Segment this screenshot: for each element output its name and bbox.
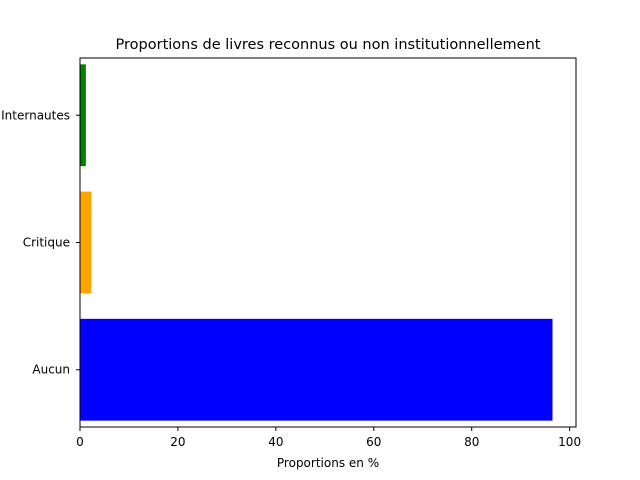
bar-critique: [80, 191, 92, 294]
y-axis: Aucun Critique Internautes: [1, 108, 80, 377]
x-tick-label: 20: [170, 435, 185, 449]
bar-aucun: [80, 318, 553, 421]
y-tick-label: Internautes: [1, 108, 70, 122]
x-tick-label: 80: [464, 435, 479, 449]
x-axis: 0 20 40 60 80 100: [76, 427, 581, 449]
y-tick-label: Critique: [23, 236, 70, 250]
x-tick-label: 100: [558, 435, 581, 449]
x-tick-label: 0: [76, 435, 84, 449]
x-axis-label: Proportions en %: [277, 456, 379, 470]
bar-internautes: [80, 64, 86, 167]
x-tick-label: 40: [268, 435, 283, 449]
chart-title: Proportions de livres reconnus ou non in…: [116, 37, 541, 53]
y-tick-label: Aucun: [32, 363, 70, 377]
bars-group: [80, 64, 553, 421]
x-tick-label: 60: [366, 435, 381, 449]
